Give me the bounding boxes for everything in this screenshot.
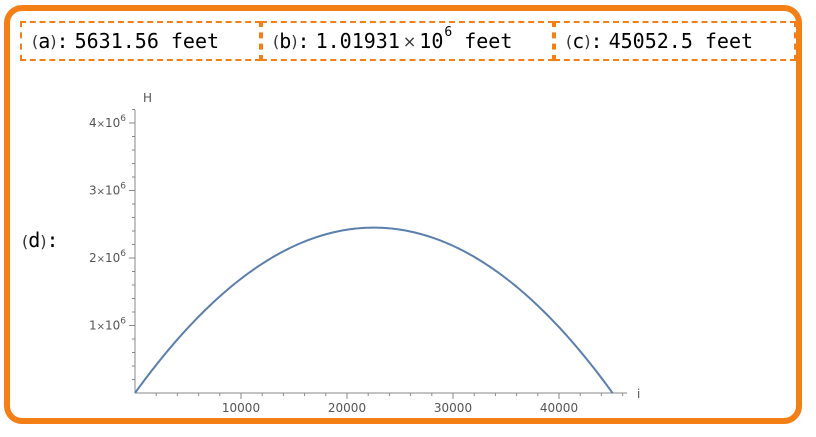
- y-tick-base: 10: [105, 319, 120, 333]
- y-tick-label: 3×106: [89, 182, 126, 198]
- y-tick-times: ×: [97, 254, 105, 265]
- chart-series: [134, 226, 614, 394]
- x-tick-label: 20000: [328, 401, 366, 415]
- y-tick-exp: 6: [120, 114, 126, 124]
- y-tick-base: 10: [105, 184, 120, 198]
- answer-c-label: c: [572, 29, 585, 53]
- answer-c-colon: :: [590, 29, 603, 53]
- answer-b-unit: feet: [464, 29, 513, 53]
- y-tick-coef: 4: [89, 116, 97, 130]
- answer-b-times-sign: ×: [402, 31, 417, 51]
- x-tick-label: 10000: [222, 401, 260, 415]
- y-tick-times: ×: [97, 119, 105, 130]
- x-tick-label: 40000: [540, 401, 578, 415]
- y-axis-label: H: [143, 91, 152, 105]
- answer-d-label: (d):: [22, 228, 59, 252]
- answer-b-open-paren: (: [273, 31, 280, 51]
- answer-b-label: b: [279, 29, 292, 53]
- y-tick-label: 2×106: [89, 249, 126, 265]
- y-tick-base: 10: [105, 251, 120, 265]
- answer-a-colon: :: [56, 29, 69, 53]
- answer-b-colon: :: [297, 29, 310, 53]
- answer-c-box: ( c ) : 45052.5 feet: [554, 21, 796, 61]
- x-axis-label: i: [637, 387, 640, 401]
- answer-b-mantissa: 1.01931: [315, 29, 400, 53]
- answer-b-box: ( b ) : 1.01931 × 10 6 feet: [261, 21, 554, 61]
- y-tick-label: 1×106: [89, 317, 126, 333]
- answer-d-close-paren: ): [40, 232, 47, 251]
- chart-axes: [134, 110, 627, 394]
- answer-a-close-paren: ): [50, 31, 57, 51]
- answer-d-open-paren: (: [22, 232, 29, 251]
- answer-a-box: ( a ) : 5631.56 feet: [20, 21, 261, 61]
- x-tick-label: 30000: [434, 401, 472, 415]
- y-tick-coef: 1: [89, 319, 97, 333]
- answer-a-unit: feet: [170, 29, 220, 53]
- answer-d-letter: d: [28, 228, 41, 252]
- answer-d-colon: :: [46, 228, 59, 252]
- y-tick-coef: 2: [89, 251, 97, 265]
- y-tick-base: 10: [105, 116, 120, 130]
- y-tick-exp: 6: [120, 182, 126, 192]
- answer-b-base: 10: [419, 29, 444, 53]
- y-tick-label: 4×106: [89, 114, 126, 130]
- answer-c-unit: feet: [704, 29, 754, 53]
- answer-c-open-paren: (: [566, 31, 573, 51]
- answer-c-close-paren: ): [584, 31, 591, 51]
- answer-a-open-paren: (: [32, 31, 39, 51]
- y-tick-exp: 6: [120, 249, 126, 259]
- answer-a-label: a: [38, 29, 51, 53]
- y-tick-coef: 3: [89, 184, 97, 198]
- series-line: [134, 226, 614, 394]
- answer-b-exponent: 6: [444, 24, 453, 40]
- y-tick-exp: 6: [120, 317, 126, 327]
- answer-a-value: 5631.56: [74, 29, 159, 53]
- answer-c-value: 45052.5: [608, 29, 693, 53]
- answer-b-close-paren: ): [291, 31, 298, 51]
- y-tick-times: ×: [97, 187, 105, 198]
- answer-frame: [4, 5, 802, 424]
- y-tick-times: ×: [97, 322, 105, 333]
